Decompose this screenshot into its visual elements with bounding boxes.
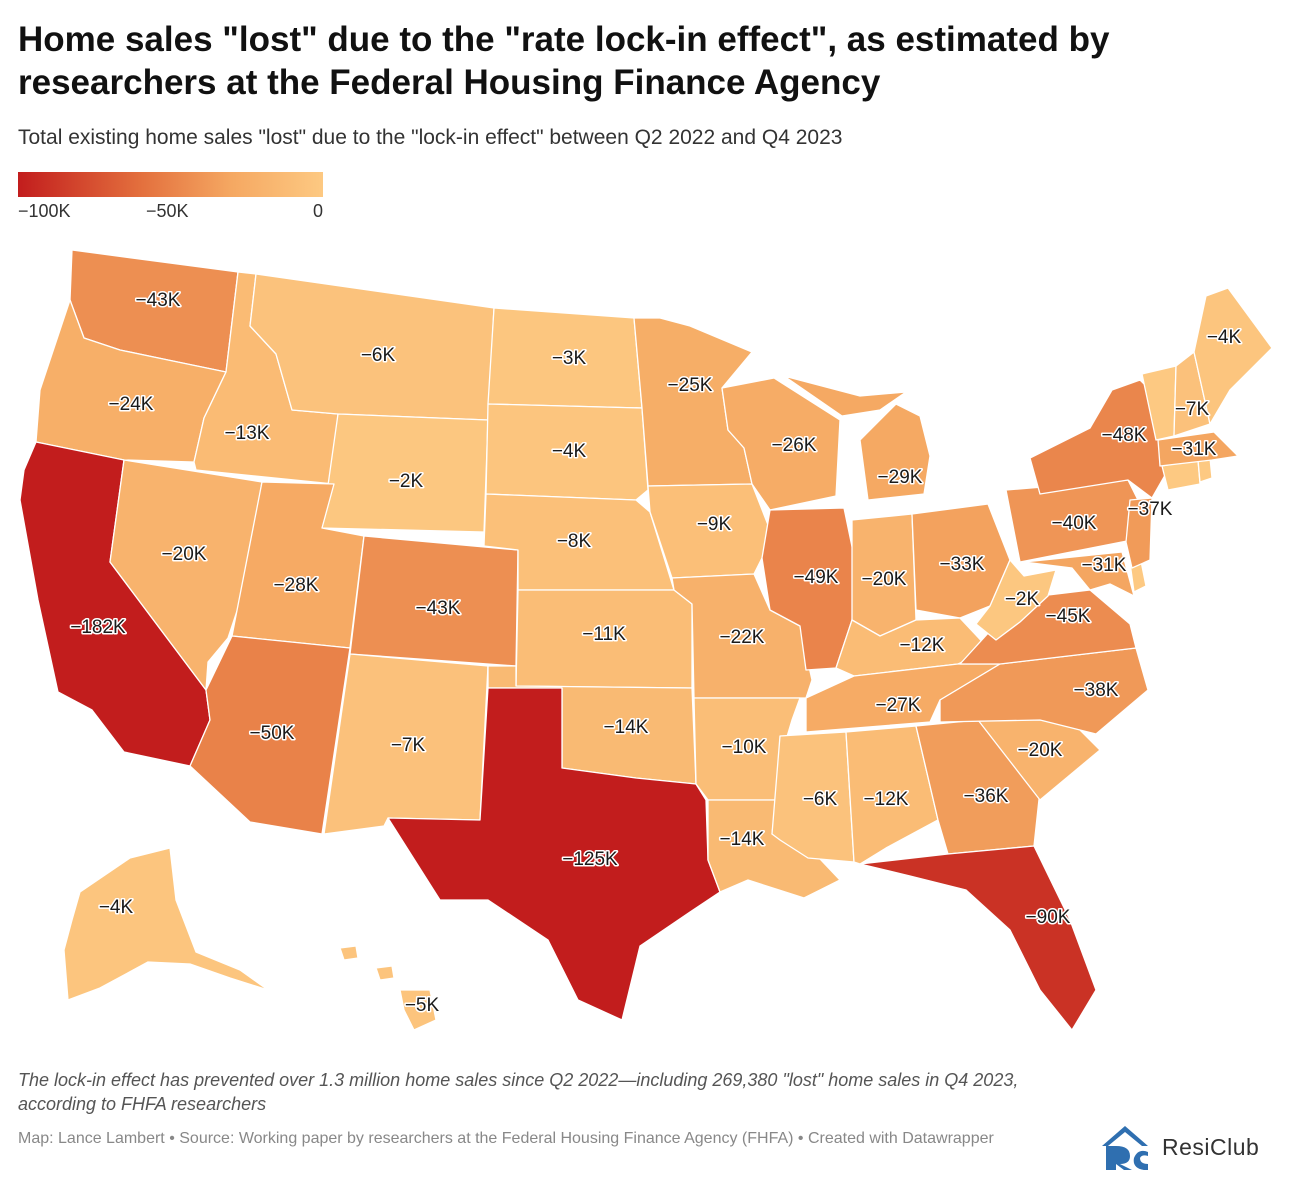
state-label-mi: −29K bbox=[878, 467, 923, 488]
legend-tick-min: −100K bbox=[18, 201, 71, 221]
state-fl[interactable] bbox=[859, 845, 1097, 1031]
state-label-mn: −25K bbox=[668, 375, 713, 396]
state-label-wi: −26K bbox=[772, 435, 817, 456]
state-il[interactable] bbox=[761, 507, 857, 671]
state-label-or: −24K bbox=[109, 394, 154, 415]
state-ma[interactable] bbox=[1157, 431, 1239, 467]
state-label-va: −45K bbox=[1046, 606, 1091, 627]
state-mo[interactable] bbox=[671, 573, 813, 699]
state-hi[interactable] bbox=[339, 945, 437, 1031]
state-label-nh: −7K bbox=[1175, 399, 1210, 420]
state-wv[interactable] bbox=[975, 559, 1057, 641]
state-label-wv: −2K bbox=[1005, 589, 1040, 610]
state-label-ak: −4K bbox=[99, 897, 134, 918]
state-label-co: −43K bbox=[416, 598, 461, 619]
state-value-labels: −43K −24K −182K −13K −20K −6K −2K −28K −50K −43K −… bbox=[69, 289, 1243, 1018]
state-label-nc: −38K bbox=[1074, 680, 1119, 701]
state-label-me: −4K bbox=[1207, 327, 1242, 348]
state-mi[interactable] bbox=[859, 403, 931, 501]
state-label-al: −12K bbox=[864, 789, 909, 810]
us-state-choropleth: −43K −24K −182K −13K −20K −6K −2K −28K −50K −43K −… bbox=[19, 249, 1273, 1031]
state-az[interactable] bbox=[189, 635, 351, 835]
state-label-tx: −125K bbox=[562, 849, 618, 870]
state-tx[interactable] bbox=[387, 687, 721, 1021]
state-nj[interactable] bbox=[1125, 497, 1153, 569]
state-label-ny: −48K bbox=[1102, 425, 1147, 446]
resiclub-logo-icon bbox=[1102, 1126, 1148, 1170]
color-legend: −100K −50K 0 bbox=[18, 172, 323, 225]
state-label-la: −14K bbox=[720, 829, 765, 850]
legend-gradient-bar bbox=[18, 172, 323, 197]
state-mi-upper-peninsula[interactable] bbox=[783, 375, 907, 417]
state-label-ma: −31K bbox=[1172, 439, 1217, 460]
state-label-pa: −40K bbox=[1052, 513, 1097, 534]
legend-tick-max: 0 bbox=[312, 201, 323, 221]
state-label-in: −20K bbox=[862, 569, 907, 590]
state-label-ca: −182K bbox=[70, 617, 126, 638]
state-label-wy: −2K bbox=[389, 471, 424, 492]
legend-ticks: −100K −50K 0 bbox=[18, 201, 323, 225]
state-label-ks: −11K bbox=[582, 624, 626, 645]
state-label-hi: −5K bbox=[405, 995, 440, 1016]
state-md[interactable] bbox=[1023, 551, 1135, 597]
state-label-nd: −3K bbox=[552, 348, 587, 369]
state-label-wa: −43K bbox=[136, 290, 181, 311]
state-ak[interactable] bbox=[63, 847, 269, 1001]
state-label-sd: −4K bbox=[552, 441, 587, 462]
state-ia[interactable] bbox=[647, 483, 771, 579]
state-label-ms: −6K bbox=[803, 789, 838, 810]
state-sd[interactable] bbox=[485, 403, 649, 501]
resiclub-wordmark: ResiClub bbox=[1162, 1133, 1260, 1160]
state-shapes bbox=[19, 249, 1273, 1031]
state-label-nv: −20K bbox=[162, 544, 207, 565]
state-label-ne: −8K bbox=[557, 531, 592, 552]
state-label-fl: −90K bbox=[1026, 907, 1071, 928]
resiclub-logo: ResiClub bbox=[1098, 1120, 1278, 1174]
footnote: The lock-in effect has prevented over 1.… bbox=[18, 1070, 1019, 1114]
state-label-ok: −14K bbox=[604, 717, 649, 738]
state-label-oh: −33K bbox=[940, 554, 985, 575]
map-subtitle: Total existing home sales "lost" due to … bbox=[18, 126, 843, 149]
state-label-ut: −28K bbox=[274, 575, 319, 596]
state-label-il: −49K bbox=[794, 567, 839, 588]
state-label-mo: −22K bbox=[720, 627, 765, 648]
state-label-sc: −20K bbox=[1018, 740, 1063, 761]
state-label-mt: −6K bbox=[361, 345, 396, 366]
state-label-id: −13K bbox=[225, 423, 270, 444]
state-label-ar: −10K bbox=[722, 737, 767, 758]
map-title: Home sales "lost" due to the "rate lock-… bbox=[18, 20, 1110, 102]
state-me[interactable] bbox=[1193, 287, 1273, 425]
legend-tick-mid: −50K bbox=[146, 201, 189, 221]
state-label-tn: −27K bbox=[876, 695, 921, 716]
state-label-az: −50K bbox=[250, 723, 295, 744]
state-label-ga: −36K bbox=[964, 786, 1009, 807]
state-label-md: −31K bbox=[1082, 555, 1127, 576]
state-label-nj: −37K bbox=[1128, 499, 1173, 520]
source-credit: Map: Lance Lambert • Source: Working pap… bbox=[18, 1130, 994, 1147]
state-label-nm: −7K bbox=[391, 735, 426, 756]
state-label-ia: −9K bbox=[697, 514, 732, 535]
state-label-ky: −12K bbox=[900, 635, 945, 656]
